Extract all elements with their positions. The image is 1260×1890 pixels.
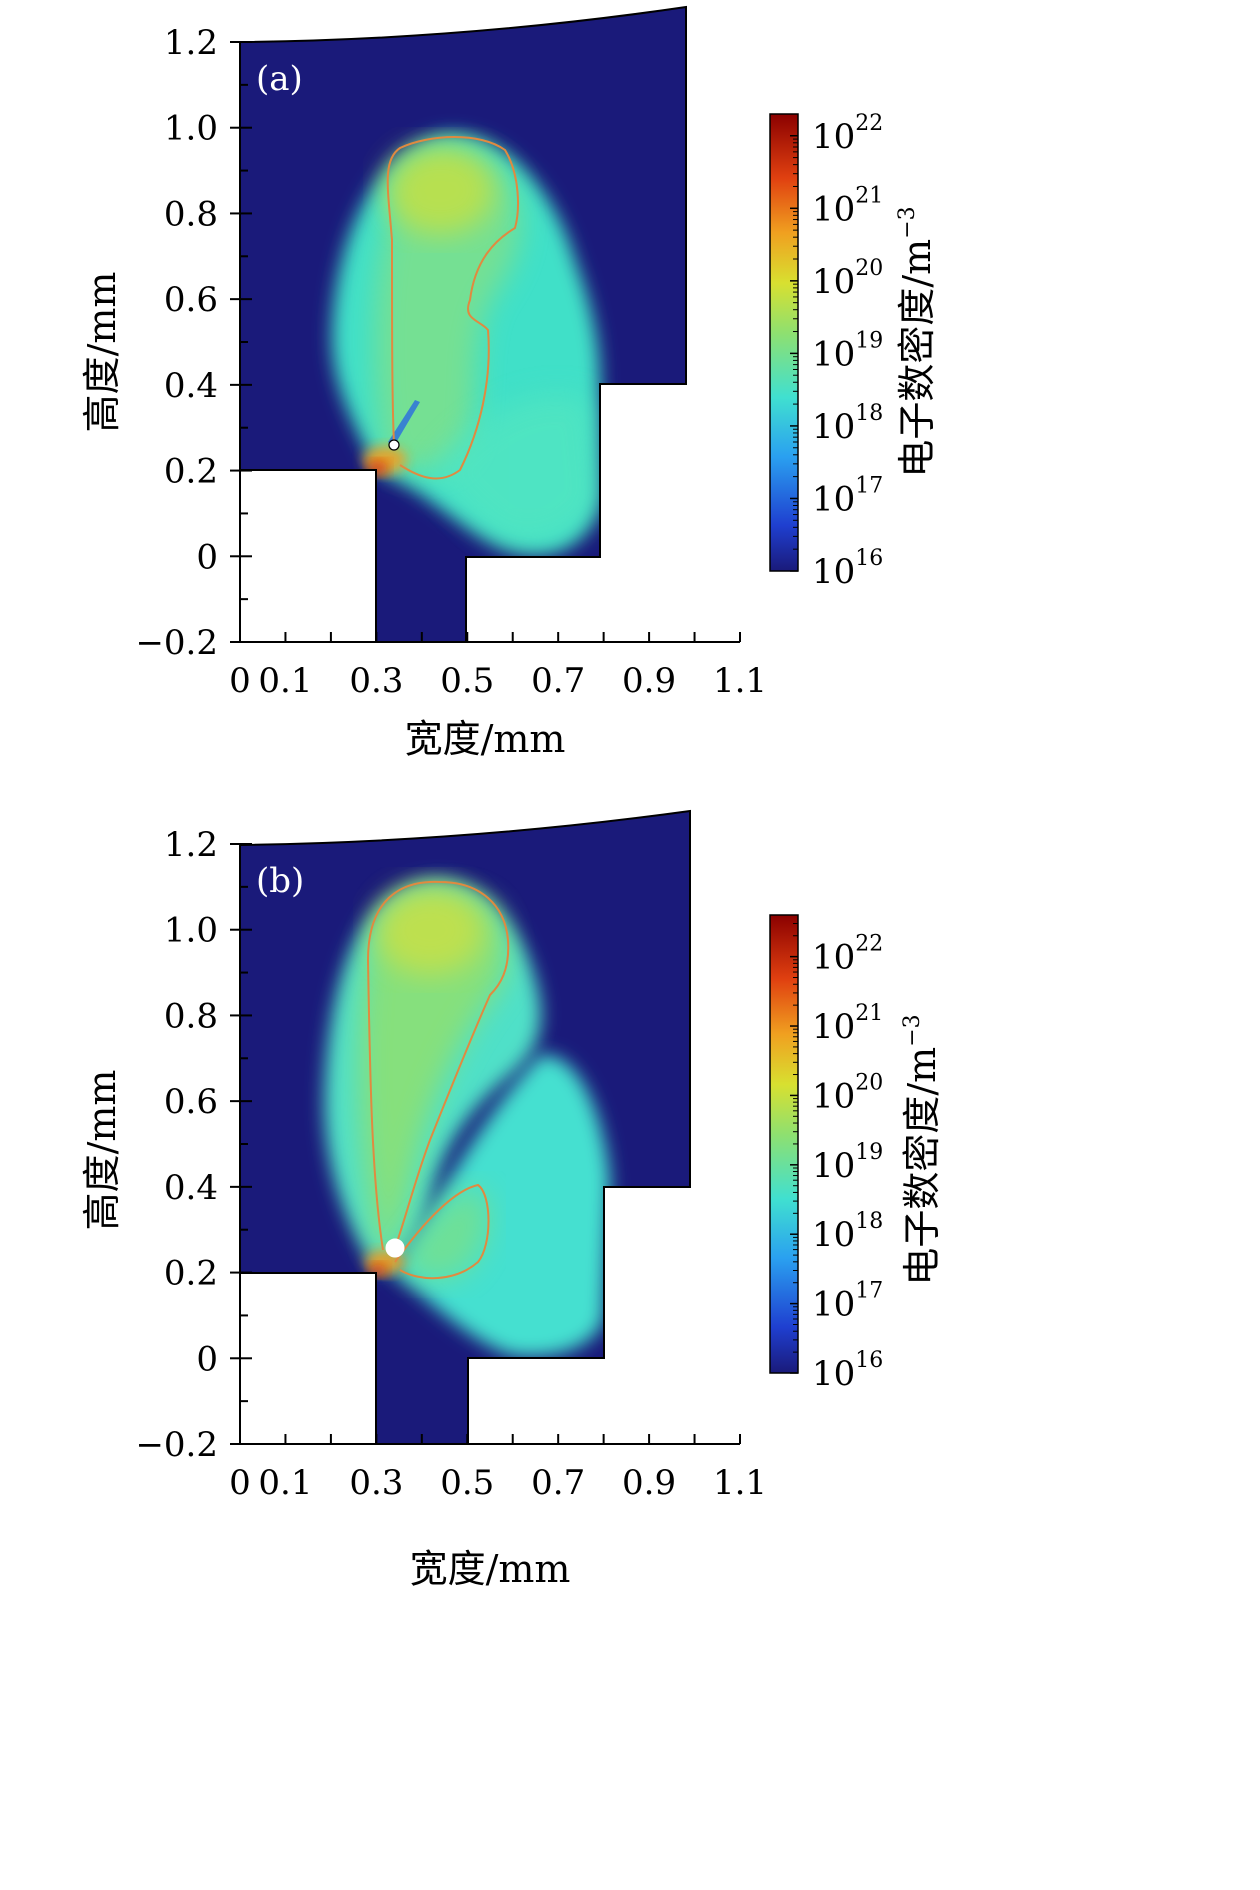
x-tick-label: 0 <box>229 1463 251 1503</box>
panel-a-label: (a) <box>256 59 303 99</box>
x-tick-label: 0.9 <box>622 661 676 701</box>
colorbar-tick-label: 1021 <box>812 1001 883 1047</box>
panel-a-particle <box>388 439 400 451</box>
colorbar-tick-label: 1018 <box>812 401 883 447</box>
y-tick-label: 1.0 <box>164 911 218 951</box>
x-tick-label: 0 <box>229 661 251 701</box>
panel-a-colorbar-title: 电子数密度/m−3 <box>895 206 939 477</box>
panel-b-ylabel: 高度/mm <box>80 1070 124 1231</box>
x-tick-label: 0.7 <box>531 1463 585 1503</box>
panel-b-colorbar-title: 电子数密度/m−3 <box>900 1014 944 1285</box>
x-tick-label: 1.1 <box>713 661 767 701</box>
y-tick-label: 0.4 <box>164 1168 218 1208</box>
x-tick-label: 0.5 <box>440 661 494 701</box>
panel-b-ticks: 0 0.1 0.3 0.5 0.7 0.9 1.1−0.200.20.40.60.81.01… <box>135 825 767 1503</box>
colorbar-tick-label: 1016 <box>812 1348 883 1394</box>
panel-b-xlabel: 宽度/mm <box>410 1547 571 1591</box>
colorbar-tick-label: 1020 <box>812 1070 883 1116</box>
x-tick-label: 0.5 <box>440 1463 494 1503</box>
x-tick-label: 0.3 <box>349 661 403 701</box>
y-tick-label: 1.2 <box>164 23 218 63</box>
x-tick-label: 0.9 <box>622 1463 676 1503</box>
panel-a: (a) 0 0.1 0.3 0.5 0.7 0.9 1.1−0.200.20.40.60.8… <box>80 5 939 761</box>
panel-a-ylabel: 高度/mm <box>80 272 124 433</box>
colorbar-tick-label: 1019 <box>812 1140 883 1186</box>
panel-a-xlabel: 宽度/mm <box>405 717 566 761</box>
colorbar-tick-label: 1020 <box>812 256 883 302</box>
y-tick-label: −0.2 <box>135 623 218 663</box>
colorbar-tick-label: 1019 <box>812 328 883 374</box>
panel-a-contour <box>386 136 519 480</box>
panel-b-contour-lower <box>394 1183 490 1280</box>
colorbar-tick-label: 1022 <box>812 932 883 978</box>
panel-a-heatmap <box>240 7 686 642</box>
x-tick-label: 1.1 <box>713 1463 767 1503</box>
y-tick-label: 0.2 <box>164 1254 218 1294</box>
panel-a-colorbar <box>769 113 799 572</box>
y-tick-label: 0.6 <box>164 1082 218 1122</box>
panel-a-domain-outline <box>239 5 687 643</box>
x-tick-label: 0.1 <box>258 1463 312 1503</box>
y-tick-label: 0 <box>196 537 218 577</box>
panel-b-particle <box>385 1238 405 1258</box>
y-tick-label: 0.2 <box>164 452 218 492</box>
colorbar-tick-label: 1017 <box>812 473 883 519</box>
y-tick-label: 1.0 <box>164 109 218 149</box>
panel-a-colorbar-ticks: 1016 1017 1018 1019 1020 1021 1022 <box>790 111 883 592</box>
colorbar-tick-label: 1016 <box>812 546 883 592</box>
x-tick-label: 0.1 <box>258 661 312 701</box>
y-tick-label: 0.8 <box>164 996 218 1036</box>
colorbar-tick-label: 1022 <box>812 111 883 157</box>
y-tick-label: −0.2 <box>135 1425 218 1465</box>
colorbar-tick-label: 1018 <box>812 1209 883 1255</box>
x-tick-label: 0.7 <box>531 661 585 701</box>
x-tick-label: 0.3 <box>349 1463 403 1503</box>
panel-b-domain-outline <box>239 809 691 1445</box>
panel-b-colorbar-ticks: 1016 1017 1018 1019 1020 1021 1022 <box>790 923 883 1394</box>
panel-a-ticks: 0 0.1 0.3 0.5 0.7 0.9 1.1−0.200.20.40.60.81.01… <box>135 23 767 701</box>
y-tick-label: 0 <box>196 1339 218 1379</box>
y-tick-label: 0.6 <box>164 280 218 320</box>
panel-b-heatmap <box>240 811 690 1444</box>
y-tick-label: 0.8 <box>164 194 218 234</box>
y-tick-label: 1.2 <box>164 825 218 865</box>
panel-b-contour-upper <box>366 880 510 1251</box>
panel-b-label: (b) <box>256 861 304 901</box>
colorbar-tick-label: 1021 <box>812 183 883 229</box>
y-tick-label: 0.4 <box>164 366 218 406</box>
panel-b: (b) 0 0.1 0.3 0.5 0.7 0.9 1.1−0.200.20.40.60.8… <box>80 809 944 1591</box>
colorbar-tick-label: 1017 <box>812 1279 883 1325</box>
